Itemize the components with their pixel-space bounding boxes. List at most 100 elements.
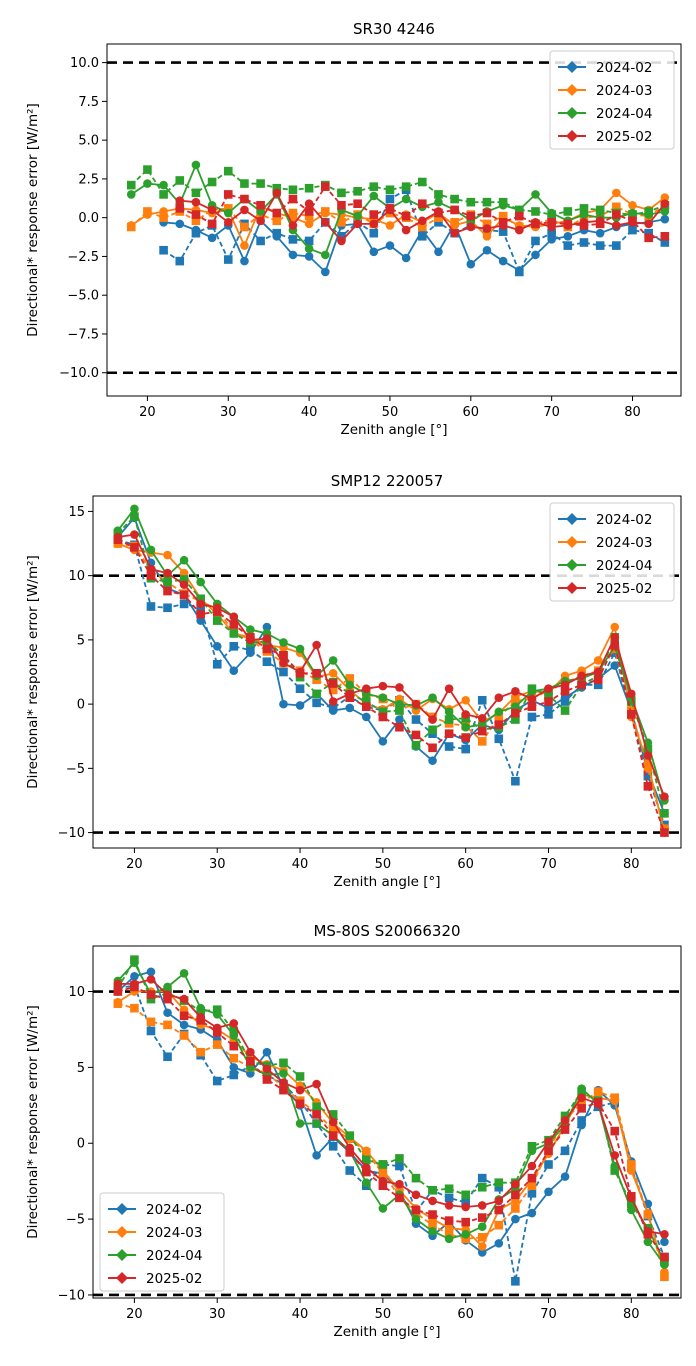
data-point-2024-04-44: [328, 656, 338, 665]
data-point-2024-02-48: [361, 712, 371, 722]
data-point-2025-02-80: [627, 689, 636, 699]
data-point-2025-02-54: [417, 216, 427, 226]
data-point-2024-03-62-dashed: [477, 737, 487, 746]
data-point-2024-02-34: [246, 648, 255, 658]
data-point-2024-03-26-dashed: [179, 1031, 189, 1040]
data-point-2025-02-46-dashed: [353, 199, 362, 209]
y-tick-label: 2.5: [78, 172, 99, 187]
data-point-2024-02-56-dashed: [434, 218, 443, 227]
data-point-2024-03-78: [610, 622, 620, 632]
legend-label: 2024-04: [596, 106, 652, 122]
data-point-2024-02-64: [494, 1239, 504, 1248]
data-point-2025-02-30-dashed: [223, 190, 233, 199]
data-point-2025-02-60-dashed: [461, 1217, 470, 1227]
data-point-2024-02-48-dashed: [369, 228, 379, 238]
data-point-2024-04-64: [494, 707, 504, 717]
data-point-2024-02-36: [272, 231, 282, 241]
series-line-dashed-2025-02: [117, 538, 666, 833]
legend-item-2024-02: 2024-02: [558, 512, 652, 528]
data-point-2025-02-32: [240, 205, 249, 215]
data-point-2024-02-38: [279, 699, 288, 709]
data-point-2024-04-48: [369, 191, 379, 201]
data-point-2024-02-72: [563, 231, 573, 241]
legend-box: [549, 50, 675, 150]
data-point-2024-04-64-dashed: [494, 1178, 504, 1187]
data-point-2024-04-32-dashed: [240, 179, 249, 188]
data-point-2024-04-20: [130, 504, 139, 514]
data-point-2025-02-72: [563, 221, 573, 230]
data-point-2024-02-46: [345, 703, 355, 713]
data-point-2024-02-50: [378, 737, 388, 746]
data-point-2024-03-78-dashed: [612, 202, 621, 212]
data-point-2025-02-26-dashed: [179, 590, 189, 600]
x-tick-label: 40: [292, 857, 309, 872]
data-point-2024-02-26: [179, 1020, 189, 1030]
data-point-2025-02-18: [113, 532, 123, 542]
data-point-2024-04-30: [223, 208, 233, 218]
data-point-2024-04-50-dashed: [385, 185, 395, 195]
data-point-2025-02-30: [223, 218, 233, 227]
data-point-2025-02-80: [628, 218, 637, 227]
chart-title: SMP12 220057: [331, 472, 444, 490]
data-point-2025-02-34-dashed: [256, 200, 265, 210]
data-point-2024-04-38-dashed: [288, 185, 298, 195]
data-point-2024-04-22-dashed: [146, 994, 156, 1004]
data-point-2024-04-52-dashed: [395, 1154, 404, 1163]
data-point-2025-02-28: [196, 599, 205, 609]
data-point-2025-02-62: [477, 1201, 487, 1210]
data-point-2024-03-66-dashed: [511, 1204, 520, 1213]
data-point-2025-02-70: [544, 1137, 553, 1147]
data-point-2024-04-22-dashed: [159, 190, 168, 199]
data-point-2024-02-24-dashed: [163, 1052, 172, 1062]
legend-marker: [116, 1226, 128, 1238]
data-point-2025-02-52-dashed: [395, 1193, 404, 1203]
data-point-2025-02-50: [378, 1176, 388, 1186]
data-point-2024-03-42: [320, 208, 330, 218]
data-point-2024-02-44: [328, 706, 338, 715]
legend-label: 2025-02: [596, 581, 652, 597]
legend-item-2024-03: 2024-03: [558, 83, 652, 99]
data-point-2024-03-32-dashed: [229, 1053, 239, 1063]
data-point-2024-03-62-dashed: [477, 1233, 487, 1242]
data-point-2024-04-44-dashed: [337, 188, 346, 198]
legend-marker: [116, 1249, 128, 1261]
data-point-2025-02-56: [434, 207, 443, 216]
data-point-2024-04-20-dashed: [143, 165, 152, 174]
data-point-2024-04-52: [395, 699, 404, 709]
series-2025-02: [113, 975, 669, 1262]
data-point-2024-02-78-dashed: [612, 241, 621, 250]
data-point-2024-03-78: [612, 188, 621, 198]
data-point-2025-02-18: [113, 979, 123, 989]
data-point-2025-02-58: [444, 1201, 454, 1210]
data-point-2025-02-40: [295, 1085, 305, 1095]
x-tick-label: 40: [301, 405, 318, 420]
data-point-2024-04-76-dashed: [595, 205, 605, 215]
data-point-2024-04-60-dashed: [466, 197, 476, 207]
data-point-2024-02-76-dashed: [593, 680, 603, 690]
data-point-2025-02-38: [279, 658, 288, 668]
legend-item-2025-02: 2025-02: [108, 1271, 202, 1287]
data-point-2024-02-24-dashed: [175, 256, 185, 266]
data-point-2024-03-58: [450, 221, 459, 230]
data-point-2024-04-56: [428, 1226, 437, 1236]
y-tick-label: 10.0: [70, 56, 99, 71]
legend-marker: [566, 61, 578, 73]
legend-marker: [566, 513, 578, 525]
data-point-2024-04-46: [353, 211, 362, 221]
data-point-2024-04-84: [660, 1260, 669, 1269]
data-point-2025-02-58: [444, 684, 454, 694]
data-point-2025-02-46: [353, 219, 362, 229]
data-point-2024-04-32: [229, 1031, 239, 1040]
data-point-2025-02-44: [328, 1117, 338, 1127]
data-point-2025-02-76: [595, 216, 605, 226]
data-point-2024-03-64-dashed: [494, 1220, 504, 1230]
data-point-2025-02-36: [262, 634, 272, 643]
legend-item-2025-02: 2025-02: [558, 581, 652, 597]
data-point-2024-02-60: [466, 259, 476, 269]
data-point-2024-02-24: [175, 219, 185, 229]
data-point-2024-02-52: [395, 715, 404, 724]
series-line-dashed-2024-04: [117, 515, 666, 814]
data-point-2024-03-22-dashed: [146, 1017, 156, 1027]
data-point-2025-02-32-dashed: [240, 194, 249, 204]
data-point-2024-04-78: [610, 1161, 620, 1171]
